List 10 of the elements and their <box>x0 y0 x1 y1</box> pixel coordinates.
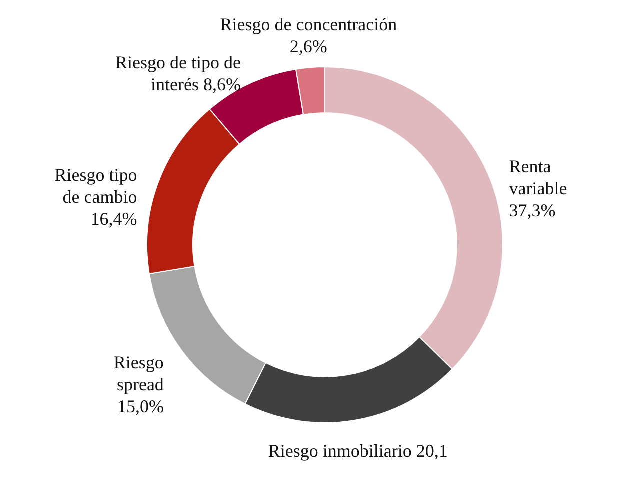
slice-label: Riesgo de concentración <box>220 14 398 35</box>
slice-label: Riesgo inmobiliario 20,1 <box>268 441 448 462</box>
slice-label: Riesgo de tipo de interés 8,6% <box>116 52 241 95</box>
slice-label: Renta variable <box>509 156 568 198</box>
data-label: 15,0% <box>117 396 164 417</box>
slice-label: Riesgo tipo de cambio <box>54 165 138 208</box>
data-label: 16,4% <box>90 209 138 230</box>
data-label: 2,6% <box>290 36 328 57</box>
data-label: 37,3% <box>509 200 556 220</box>
slice-label: Riesgo spread <box>114 352 164 395</box>
